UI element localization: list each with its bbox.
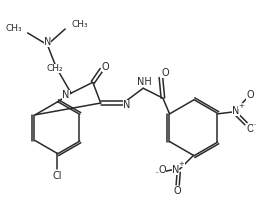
- Text: O: O: [102, 61, 110, 72]
- Text: ⁻: ⁻: [253, 121, 256, 130]
- Text: ⁻: ⁻: [155, 170, 159, 179]
- Text: O: O: [174, 186, 182, 196]
- Text: N: N: [172, 165, 179, 175]
- Text: N: N: [62, 90, 70, 100]
- Text: N: N: [232, 106, 240, 116]
- Text: CH₃: CH₃: [5, 23, 22, 32]
- Text: CH₃: CH₃: [71, 20, 88, 28]
- Text: NH: NH: [137, 77, 152, 87]
- Text: CH₂: CH₂: [47, 64, 63, 73]
- Text: +: +: [238, 103, 244, 109]
- Text: N: N: [44, 37, 51, 47]
- Text: N: N: [123, 100, 130, 110]
- Text: Cl: Cl: [52, 171, 62, 181]
- Text: +: +: [179, 161, 185, 167]
- Text: O: O: [158, 165, 166, 175]
- Text: O: O: [161, 68, 169, 78]
- Text: O: O: [246, 124, 254, 134]
- Text: O: O: [246, 90, 254, 100]
